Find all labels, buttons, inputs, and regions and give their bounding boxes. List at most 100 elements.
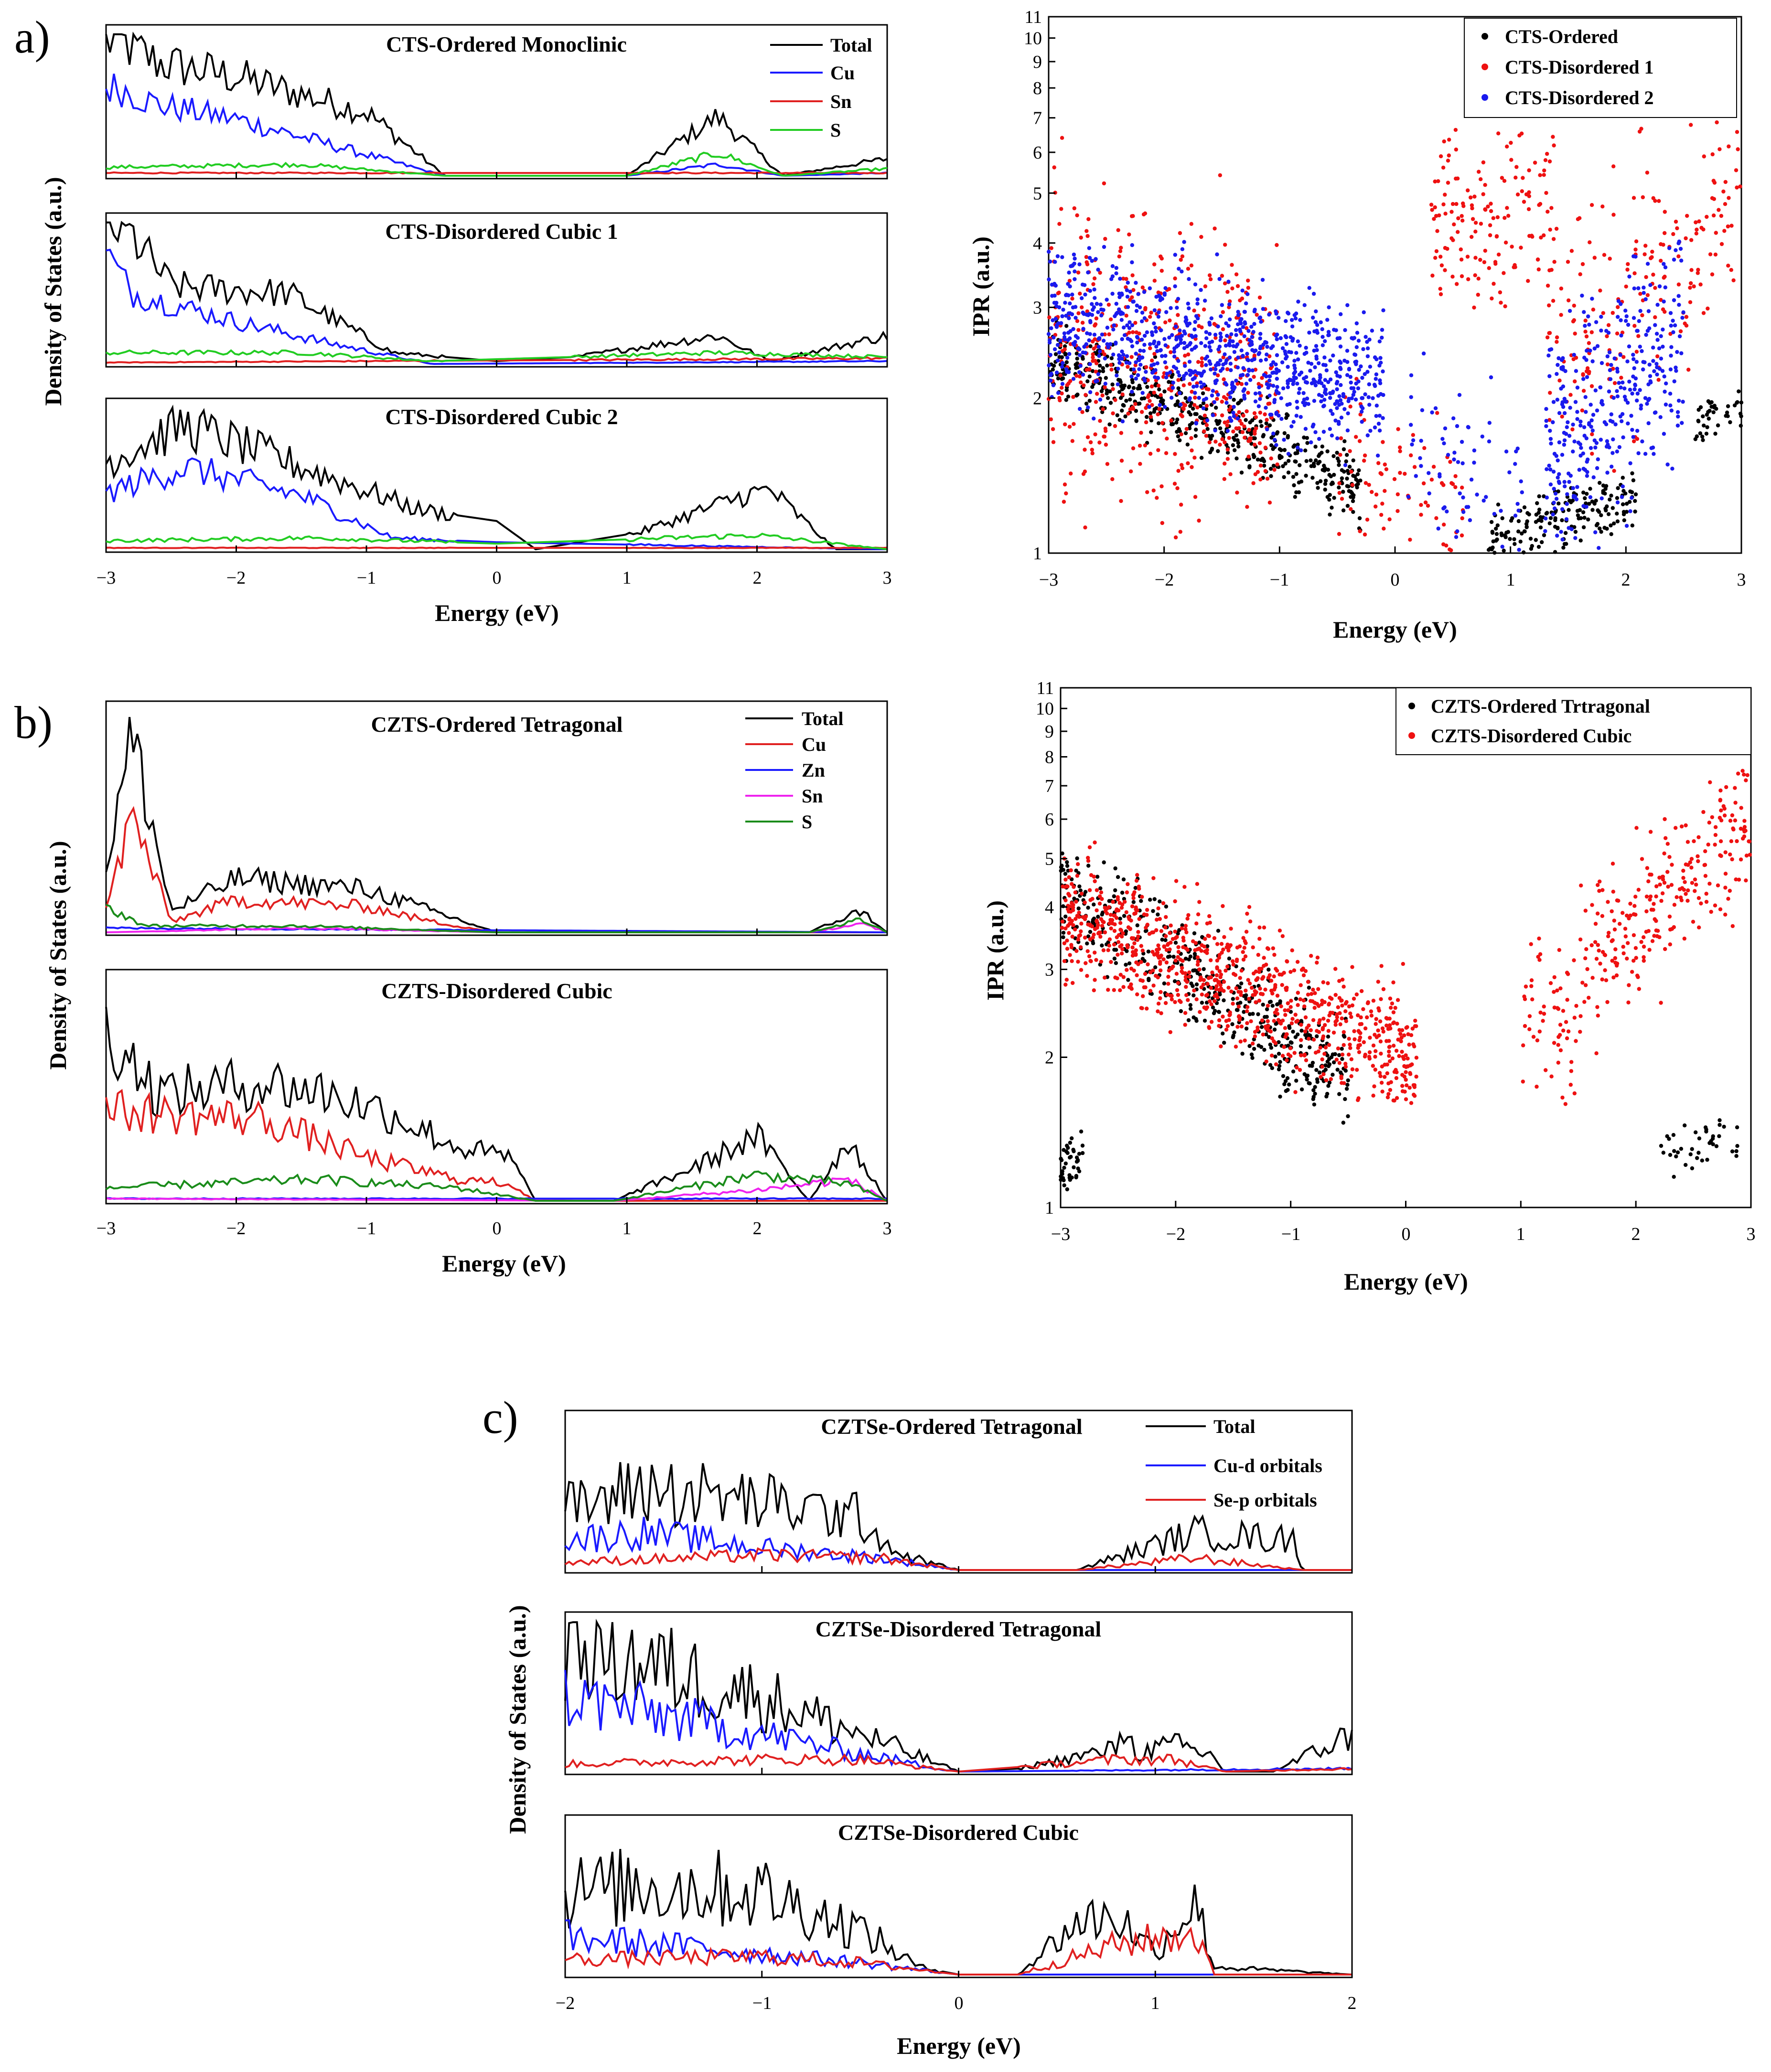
b-ipr-point-czts-disordered-cubic — [1348, 1046, 1352, 1050]
b-ipr-ytick-label: 1 — [1045, 1198, 1054, 1218]
a-ipr-point-cts-disordered-1 — [1176, 469, 1181, 473]
a-ipr-point-cts-disordered-1 — [1684, 323, 1689, 328]
a-ipr-point-cts-disordered-1 — [1124, 313, 1128, 318]
a-ipr-point-cts-disordered-1 — [1088, 440, 1093, 445]
b-ipr-point-czts-disordered-cubic — [1523, 1024, 1527, 1028]
b-ipr-point-czts-disordered-cubic — [1158, 917, 1162, 921]
a-ipr-point-cts-disordered-1 — [1454, 147, 1458, 152]
a-ipr-point-cts-disordered-2 — [1627, 344, 1631, 349]
b-ipr-point-czts-disordered-cubic — [1236, 1004, 1241, 1009]
a-ipr-point-cts-disordered-2 — [1289, 318, 1294, 322]
a-ipr-point-cts-disordered-2 — [1605, 354, 1610, 359]
a-ipr-point-cts-disordered-1 — [1080, 320, 1085, 325]
a-ipr-point-cts-disordered-2 — [1559, 365, 1564, 370]
a-ipr-point-cts-disordered-2 — [1374, 377, 1378, 381]
a-ipr-point-cts-disordered-2 — [1225, 333, 1229, 338]
a-ipr-point-cts-disordered-2 — [1125, 323, 1129, 328]
b-ipr-legend-marker-disordered — [1408, 732, 1415, 739]
a-ipr-point-cts-disordered-2 — [1096, 372, 1101, 376]
a-ipr-point-cts-disordered-1 — [1588, 240, 1592, 245]
b-ipr-point-czts-disordered-cubic — [1119, 906, 1124, 910]
b-ipr-point-czts-disordered-cubic — [1166, 982, 1170, 986]
a-ipr-point-cts-disordered-2 — [1677, 303, 1681, 307]
b-ipr-point-czts-disordered-cubic — [1121, 975, 1126, 979]
b-ipr-point-czts-ordered-trtragonal — [1126, 978, 1130, 982]
a-ipr-point-cts-disordered-2 — [1594, 320, 1599, 324]
a-ipr-point-cts-disordered-1 — [1671, 232, 1675, 236]
b-ipr-point-czts-disordered-cubic — [1168, 993, 1173, 998]
b-ipr-point-czts-disordered-cubic — [1337, 1061, 1342, 1065]
b-ipr-point-czts-disordered-cubic — [1132, 968, 1136, 973]
a-ipr-point-cts-disordered-2 — [1284, 356, 1288, 361]
a-ipr-point-cts-disordered-1 — [1157, 407, 1161, 411]
a-ipr-point-cts-ordered — [1107, 422, 1112, 427]
a-ipr-point-cts-disordered-2 — [1136, 373, 1140, 377]
b-ipr-point-czts-ordered-trtragonal — [1242, 1010, 1246, 1014]
b-ipr-point-czts-ordered-trtragonal — [1234, 1008, 1239, 1012]
b-ipr-point-czts-disordered-cubic — [1305, 1026, 1309, 1030]
b-ipr-point-czts-ordered-trtragonal — [1120, 890, 1125, 895]
a-ipr-point-cts-disordered-1 — [1152, 262, 1157, 267]
b-ipr-point-czts-disordered-cubic — [1614, 963, 1619, 968]
a-ipr-point-cts-disordered-2 — [1668, 367, 1673, 372]
b-ipr-point-czts-disordered-cubic — [1201, 983, 1205, 987]
b-ipr-point-czts-disordered-cubic — [1079, 921, 1084, 926]
b-ipr-point-czts-disordered-cubic — [1373, 1055, 1377, 1059]
b-ipr-point-czts-disordered-cubic — [1107, 937, 1112, 941]
a-ipr-point-cts-ordered — [1630, 471, 1634, 476]
a-ipr-point-cts-ordered — [1567, 508, 1571, 512]
b-ipr-point-czts-disordered-cubic — [1684, 892, 1688, 896]
b-ipr-point-czts-disordered-cubic — [1719, 854, 1723, 858]
a-ipr-point-cts-ordered — [1325, 495, 1330, 499]
a-ipr-point-cts-disordered-1 — [1537, 203, 1541, 207]
a-ipr-point-cts-disordered-1 — [1172, 481, 1177, 486]
b-ipr-point-czts-disordered-cubic — [1593, 940, 1598, 944]
b-ipr-point-czts-ordered-trtragonal — [1323, 1063, 1328, 1068]
a-ipr-point-cts-disordered-2 — [1179, 402, 1183, 407]
b-ipr-point-czts-disordered-cubic — [1637, 987, 1641, 991]
b-ipr-point-czts-disordered-cubic — [1257, 970, 1261, 974]
b-ipr-point-czts-ordered-trtragonal — [1100, 943, 1104, 948]
a-ipr-point-cts-disordered-2 — [1046, 332, 1051, 336]
b-ipr-point-czts-disordered-cubic — [1116, 933, 1121, 937]
a-ipr-point-cts-disordered-2 — [1204, 330, 1208, 334]
a-ipr-point-cts-disordered-2 — [1571, 486, 1575, 491]
a-ipr-point-cts-disordered-2 — [1159, 328, 1163, 332]
b-ipr-point-czts-disordered-cubic — [1642, 959, 1646, 963]
a-ipr-point-cts-disordered-2 — [1119, 310, 1123, 315]
a-ipr-point-cts-ordered — [1282, 448, 1287, 452]
a-ipr-point-cts-disordered-1 — [1411, 433, 1415, 437]
a-ipr-point-cts-disordered-2 — [1427, 471, 1431, 475]
b-ipr-point-czts-disordered-cubic — [1301, 973, 1306, 978]
a-ipr-point-cts-disordered-2 — [1560, 537, 1565, 542]
b-ipr-point-czts-disordered-cubic — [1174, 879, 1179, 883]
a-ipr-point-cts-disordered-2 — [1274, 367, 1279, 372]
a-ipr-point-cts-disordered-2 — [1257, 391, 1262, 395]
a-ipr-point-cts-disordered-2 — [1662, 299, 1666, 304]
a-ipr-point-cts-disordered-1 — [1443, 212, 1448, 216]
b-ipr-point-czts-ordered-trtragonal — [1317, 1070, 1322, 1075]
a-ipr-point-cts-disordered-2 — [1427, 491, 1431, 496]
a-ipr-point-cts-disordered-1 — [1459, 257, 1464, 262]
b-ipr-point-czts-ordered-trtragonal — [1661, 1151, 1665, 1155]
b-ipr-point-czts-disordered-cubic — [1309, 992, 1314, 996]
a-ipr-point-cts-disordered-1 — [1148, 346, 1152, 351]
b-ipr-point-czts-disordered-cubic — [1409, 1101, 1414, 1105]
b-ipr-point-czts-ordered-trtragonal — [1684, 1163, 1688, 1167]
b-ipr-point-czts-disordered-cubic — [1095, 908, 1099, 913]
b-ipr-point-czts-disordered-cubic — [1178, 957, 1182, 962]
b-ipr-point-czts-ordered-trtragonal — [1696, 1151, 1701, 1155]
a-ipr-point-cts-disordered-2 — [1552, 451, 1557, 456]
b-ipr-point-czts-disordered-cubic — [1183, 975, 1188, 979]
a-ipr-point-cts-disordered-1 — [1379, 513, 1384, 517]
b-ipr-point-czts-disordered-cubic — [1165, 942, 1170, 947]
a-ipr-point-cts-disordered-1 — [1519, 131, 1524, 136]
a-ipr-point-cts-ordered — [1335, 450, 1339, 455]
a-ipr-point-cts-disordered-1 — [1429, 478, 1434, 482]
b-ipr-point-czts-disordered-cubic — [1158, 961, 1162, 966]
b-ipr-point-czts-disordered-cubic — [1134, 905, 1138, 910]
a-ipr-point-cts-disordered-1 — [1584, 334, 1589, 339]
b-ipr-point-czts-disordered-cubic — [1225, 1024, 1230, 1028]
a-ipr-point-cts-disordered-2 — [1047, 249, 1051, 254]
a-ipr-point-cts-disordered-1 — [1585, 366, 1590, 371]
